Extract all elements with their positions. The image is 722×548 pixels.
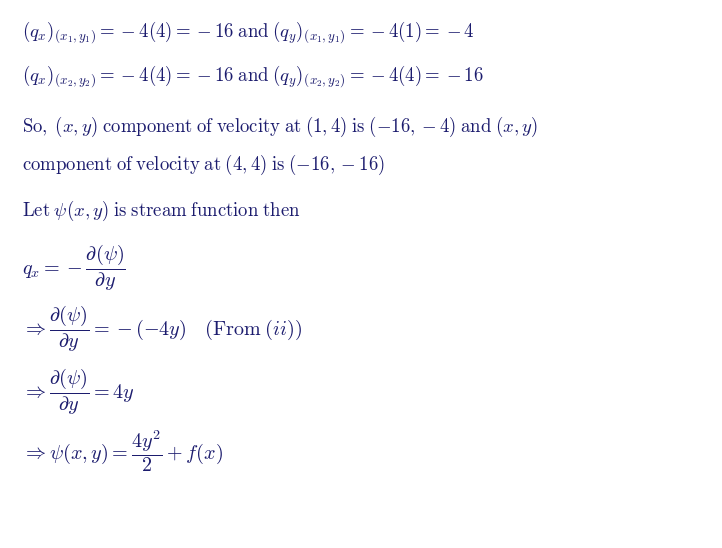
Text: $\mathrm{component\;of\;velocity\;at}\;(4,4)\;\mathrm{is}\;(-16,-16)$: $\mathrm{component\;of\;velocity\;at}\;(… — [22, 152, 385, 176]
Text: $\Rightarrow\dfrac{\partial(\psi)}{\partial y}=4y$: $\Rightarrow\dfrac{\partial(\psi)}{\part… — [22, 367, 134, 418]
Text: $\mathrm{So,}\;(x,y)\;\mathrm{component\;of\;velocity\;at}\;(1,4)\;\mathrm{is}\;: $\mathrm{So,}\;(x,y)\;\mathrm{component\… — [22, 115, 538, 139]
Text: $\Rightarrow\psi(x,y)=\dfrac{4y^2}{2}+f(x)$: $\Rightarrow\psi(x,y)=\dfrac{4y^2}{2}+f(… — [22, 429, 222, 475]
Text: $\Rightarrow\dfrac{\partial(\psi)}{\partial y}=-(-4y)\quad\mathrm{(From}\;(ii)\m: $\Rightarrow\dfrac{\partial(\psi)}{\part… — [22, 304, 302, 355]
Text: $q_x=-\dfrac{\partial(\psi)}{\partial y}$: $q_x=-\dfrac{\partial(\psi)}{\partial y}… — [22, 242, 126, 293]
Text: $(q_x)_{(x_2,y_2)}=-4(4)=-16\;\mathrm{and}\;(q_y)_{(x_2,y_2)}=-4(4)=-16$: $(q_x)_{(x_2,y_2)}=-4(4)=-16\;\mathrm{an… — [22, 63, 484, 89]
Text: $(q_x)_{(x_1,y_1)}=-4(4)=-16\;\mathrm{and}\;(q_y)_{(x_1,y_1)}=-4(1)=-4$: $(q_x)_{(x_1,y_1)}=-4(4)=-16\;\mathrm{an… — [22, 19, 474, 45]
Text: $\mathrm{Let}\;\psi(x,y)\;\mathrm{is\;stream\;function\;then}$: $\mathrm{Let}\;\psi(x,y)\;\mathrm{is\;st… — [22, 198, 300, 222]
